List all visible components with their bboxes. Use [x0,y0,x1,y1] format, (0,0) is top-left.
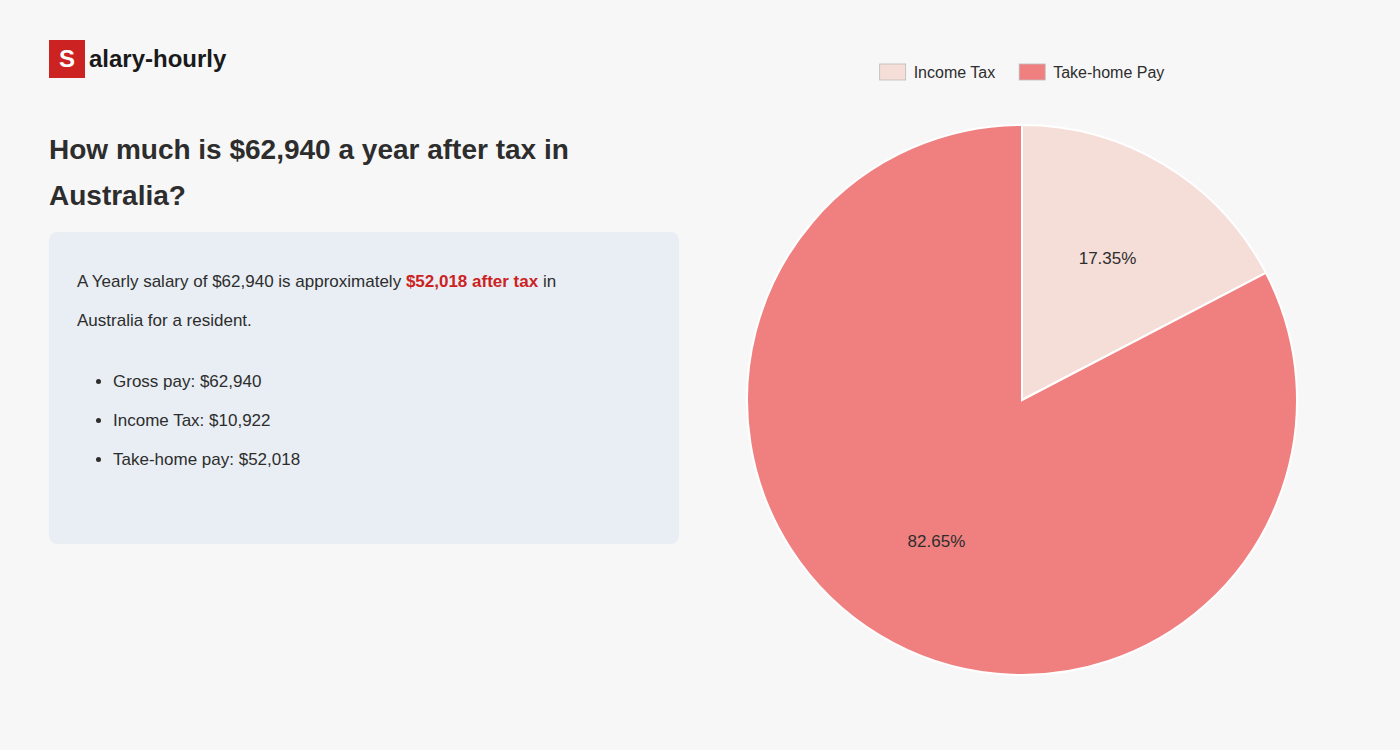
bullet-item: Gross pay: $62,940 [113,362,300,401]
paragraph-line: A Yearly salary of $62,940 is approximat… [77,270,556,294]
pie-chart: 17.35% 82.65% Income Tax Take-home Pay [700,0,1400,750]
data-label: 17.35% [1079,249,1137,268]
title: Australia? [49,178,186,214]
legend-label: Income Tax [914,64,996,81]
bullet-item: Take-home pay: $52,018 [113,440,300,479]
logo-text: alary-hourly [89,40,226,78]
bullet-list: Gross pay: $62,940Income Tax: $10,922Tak… [91,362,300,479]
bullet-item: Income Tax: $10,922 [113,401,300,440]
legend-swatch [880,64,906,80]
legend-label: Take-home Pay [1053,64,1164,81]
legend-swatch [1019,64,1045,80]
pie-slice [747,125,1297,675]
paragraph-text: Australia for a resident. [77,311,252,330]
paragraph-text: A Yearly salary of $62,940 is approximat… [77,272,406,291]
paragraph-line: Australia for a resident. [77,309,252,333]
title: How much is $62,940 a year after tax in [49,132,569,168]
paragraph-text: in [538,272,556,291]
legend: Income Tax Take-home Pay [880,64,1165,81]
logo-mark: S [49,40,85,78]
paragraph-text: $52,018 after tax [406,272,538,291]
data-label: 82.65% [908,532,966,551]
slices [747,125,1297,675]
